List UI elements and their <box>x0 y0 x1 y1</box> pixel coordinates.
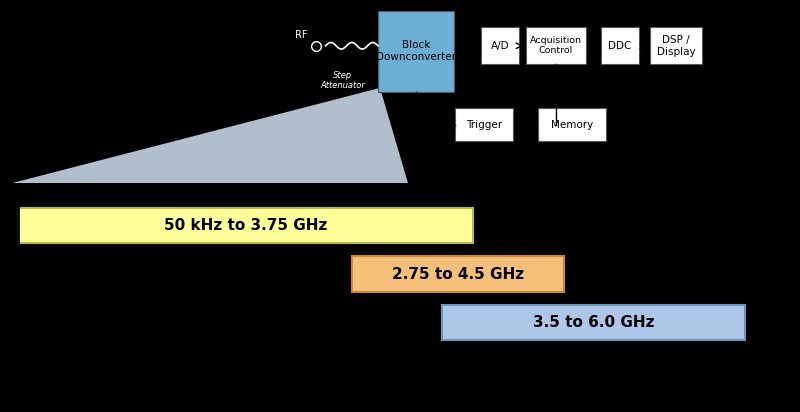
Text: A/D: A/D <box>490 41 510 51</box>
Text: DC: DC <box>9 396 28 409</box>
FancyBboxPatch shape <box>442 305 746 340</box>
Text: 50 kHz to 3.75 GHz: 50 kHz to 3.75 GHz <box>164 218 327 233</box>
FancyBboxPatch shape <box>351 256 564 292</box>
Text: Trigger: Trigger <box>466 119 502 129</box>
FancyBboxPatch shape <box>601 28 639 64</box>
Text: 3.5 to 6.0 GHz: 3.5 to 6.0 GHz <box>533 315 654 330</box>
Text: 1 GHz: 1 GHz <box>119 396 159 409</box>
FancyBboxPatch shape <box>378 11 454 91</box>
Polygon shape <box>12 88 408 183</box>
FancyBboxPatch shape <box>650 28 702 64</box>
FancyBboxPatch shape <box>481 28 519 64</box>
FancyBboxPatch shape <box>526 28 586 64</box>
Text: Acquisition
Control: Acquisition Control <box>530 36 582 56</box>
Text: 2 GHz: 2 GHz <box>241 396 281 409</box>
Text: 4 GHz: 4 GHz <box>483 396 523 409</box>
Text: Memory: Memory <box>551 119 593 129</box>
FancyBboxPatch shape <box>455 108 513 141</box>
Text: DSP /
Display: DSP / Display <box>657 35 695 56</box>
FancyBboxPatch shape <box>18 208 473 243</box>
Text: Step
Attenuator: Step Attenuator <box>320 71 365 90</box>
Text: 6 GHz: 6 GHz <box>726 396 766 409</box>
Text: DDC: DDC <box>608 41 632 51</box>
Text: Block
Downconverter: Block Downconverter <box>376 40 456 62</box>
Text: RF: RF <box>295 30 308 40</box>
Text: 2.75 to 4.5 GHz: 2.75 to 4.5 GHz <box>391 267 524 281</box>
Text: 3 GHz: 3 GHz <box>362 396 402 409</box>
Text: 5 GHz: 5 GHz <box>604 396 644 409</box>
FancyBboxPatch shape <box>538 108 606 141</box>
